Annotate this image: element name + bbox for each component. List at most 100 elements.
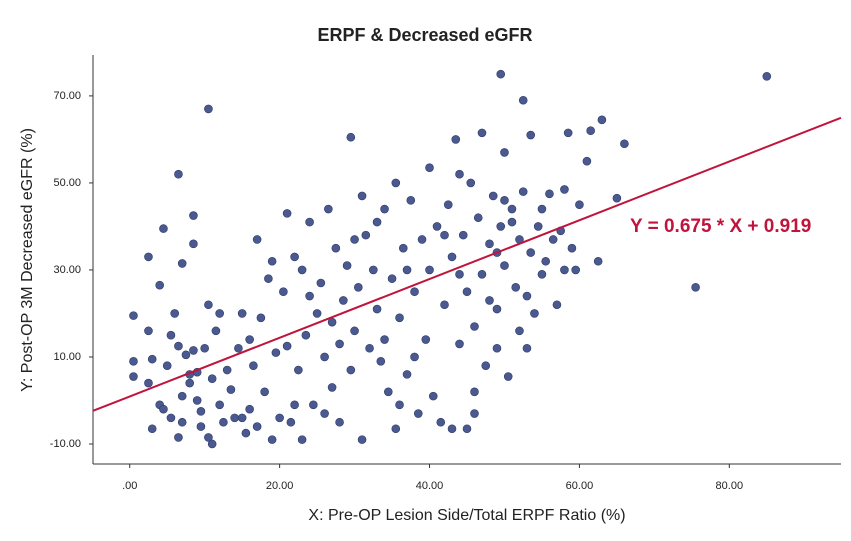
point bbox=[526, 248, 536, 257]
point bbox=[410, 287, 419, 296]
point bbox=[413, 409, 423, 418]
point bbox=[387, 274, 397, 283]
point bbox=[305, 217, 314, 227]
point bbox=[144, 252, 153, 262]
point bbox=[324, 204, 333, 214]
point bbox=[129, 311, 138, 320]
point bbox=[507, 204, 517, 214]
point bbox=[282, 209, 292, 218]
point bbox=[129, 357, 138, 366]
point bbox=[346, 132, 356, 142]
point bbox=[395, 313, 404, 323]
point bbox=[305, 291, 314, 301]
point bbox=[545, 189, 554, 199]
point bbox=[410, 352, 419, 362]
y-tick-label: -10.00 bbox=[50, 438, 81, 450]
point bbox=[297, 265, 307, 275]
point bbox=[316, 278, 326, 288]
point bbox=[365, 343, 374, 353]
point bbox=[275, 413, 284, 423]
point bbox=[518, 187, 528, 196]
point bbox=[440, 230, 449, 240]
point bbox=[174, 433, 183, 442]
point bbox=[507, 217, 517, 227]
point bbox=[455, 269, 464, 279]
point bbox=[267, 435, 277, 444]
point bbox=[533, 222, 543, 231]
point bbox=[166, 413, 176, 423]
point bbox=[144, 378, 153, 388]
y-tick-label: 10.00 bbox=[53, 351, 81, 363]
point bbox=[369, 265, 378, 275]
x-axis-title: X: Pre-OP Lesion Side/Total ERPF Ratio (… bbox=[308, 507, 625, 524]
point bbox=[762, 72, 772, 81]
point bbox=[515, 326, 524, 336]
point bbox=[500, 196, 509, 205]
point bbox=[436, 417, 446, 427]
point bbox=[402, 370, 412, 379]
point bbox=[357, 435, 367, 444]
point bbox=[170, 309, 179, 318]
point bbox=[500, 148, 509, 157]
point bbox=[522, 291, 532, 301]
point bbox=[177, 259, 187, 268]
point bbox=[196, 407, 206, 416]
point bbox=[447, 424, 457, 434]
point bbox=[290, 252, 299, 262]
point bbox=[492, 304, 502, 314]
point bbox=[477, 128, 487, 138]
fit-line bbox=[92, 116, 842, 412]
point bbox=[361, 230, 371, 240]
point bbox=[417, 235, 427, 244]
point bbox=[196, 422, 206, 431]
point bbox=[256, 313, 266, 323]
point bbox=[597, 115, 607, 125]
point bbox=[204, 433, 213, 442]
point bbox=[470, 409, 479, 418]
point bbox=[241, 428, 251, 438]
point bbox=[357, 191, 367, 201]
point bbox=[237, 413, 247, 423]
point bbox=[162, 361, 172, 370]
point bbox=[503, 372, 513, 381]
point bbox=[560, 185, 569, 194]
point bbox=[189, 239, 198, 249]
point bbox=[473, 213, 483, 223]
point bbox=[571, 265, 580, 275]
point bbox=[455, 169, 464, 179]
point bbox=[320, 352, 329, 362]
point bbox=[530, 309, 539, 318]
point bbox=[222, 365, 232, 375]
point bbox=[485, 296, 494, 305]
point bbox=[207, 439, 217, 449]
point bbox=[174, 341, 183, 351]
point bbox=[458, 230, 468, 240]
point bbox=[395, 400, 404, 410]
point bbox=[252, 422, 262, 431]
point bbox=[181, 350, 191, 360]
point bbox=[518, 95, 528, 105]
point bbox=[440, 300, 449, 310]
point bbox=[488, 191, 498, 201]
point bbox=[537, 269, 547, 279]
point bbox=[147, 354, 157, 364]
point bbox=[470, 387, 479, 397]
point bbox=[320, 409, 329, 418]
x-tick-label: 80.00 bbox=[716, 480, 744, 492]
point bbox=[230, 413, 239, 423]
point bbox=[402, 265, 412, 275]
point bbox=[327, 383, 337, 392]
point bbox=[443, 200, 453, 209]
point bbox=[522, 343, 532, 353]
point bbox=[586, 126, 595, 136]
point bbox=[425, 163, 434, 172]
point bbox=[428, 391, 438, 401]
point bbox=[155, 280, 165, 290]
point bbox=[189, 211, 198, 220]
point bbox=[406, 196, 416, 205]
point bbox=[466, 178, 476, 188]
point bbox=[421, 335, 431, 344]
point bbox=[575, 200, 584, 209]
point bbox=[252, 235, 262, 244]
chart-title: ERPF & Decreased eGFR bbox=[317, 25, 532, 45]
